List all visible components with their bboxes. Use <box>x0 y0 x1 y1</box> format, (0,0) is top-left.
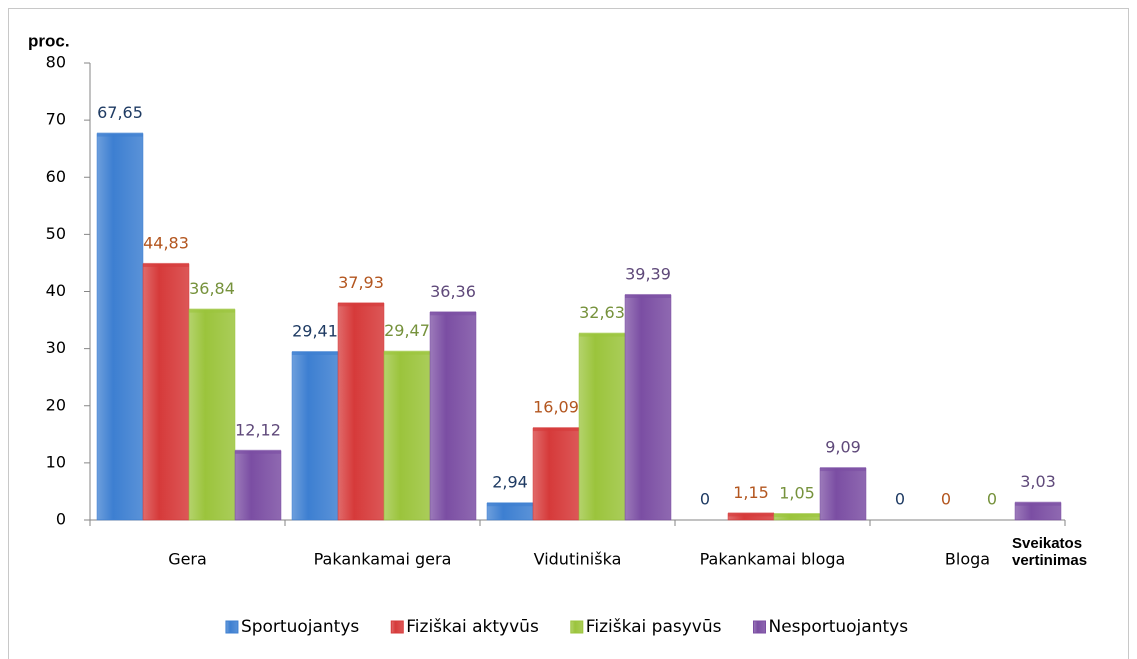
bar-top <box>625 293 671 298</box>
bar-top <box>533 427 579 432</box>
data-label: 2,94 <box>492 473 528 492</box>
bar <box>337 303 385 521</box>
bar-top <box>292 350 338 355</box>
data-label: 32,63 <box>579 303 625 322</box>
legend-swatch <box>752 620 766 634</box>
bar-top <box>430 311 476 316</box>
data-label: 44,83 <box>143 233 189 252</box>
bar <box>429 312 477 521</box>
bar <box>188 309 236 521</box>
x-tick-label: Pakankamai gera <box>314 550 452 569</box>
bar <box>532 427 580 521</box>
bar <box>383 351 431 521</box>
y-tick-label: 20 <box>46 395 66 414</box>
legend-swatch <box>225 620 239 634</box>
data-label: 36,36 <box>430 282 476 301</box>
y-axis-label: proc. <box>28 31 70 50</box>
chart-border <box>8 8 1129 659</box>
bar-top <box>384 350 430 355</box>
legend-label: Fiziškai pasyvūs <box>586 617 722 637</box>
data-label: 29,47 <box>384 321 430 340</box>
x-tick-label: Vidutiniška <box>534 550 622 569</box>
y-tick-label: 40 <box>46 281 66 300</box>
y-tick-label: 0 <box>56 510 66 529</box>
bar-top <box>97 132 143 137</box>
legend-swatch <box>390 620 404 634</box>
x-tick-label: Pakankamai bloga <box>700 550 846 569</box>
bar-top <box>1015 501 1061 506</box>
data-label: 0 <box>895 490 905 509</box>
y-tick-label: 30 <box>46 338 66 357</box>
y-tick-label: 70 <box>46 110 66 129</box>
data-label: 36,84 <box>189 279 235 298</box>
legend-label: Fiziškai aktyvūs <box>406 617 539 637</box>
data-label: 0 <box>700 490 710 509</box>
bar <box>819 467 867 521</box>
y-tick-label: 60 <box>46 167 66 186</box>
bar-top <box>728 512 774 517</box>
data-label: 0 <box>987 490 997 509</box>
x-tick-label: Bloga <box>945 550 990 569</box>
legend: Sportuojantys Fiziškai aktyvūs Fiziškai pa… <box>225 617 908 637</box>
bar <box>234 450 282 521</box>
bar <box>96 133 144 521</box>
bar <box>624 294 672 521</box>
bar-top <box>143 262 189 267</box>
data-label: 16,09 <box>533 398 579 417</box>
y-tick-label: 10 <box>46 452 66 471</box>
x-axis-label: Sveikatos vertinimas <box>1012 535 1088 569</box>
data-label: 39,39 <box>625 264 671 283</box>
bar-top <box>338 302 384 307</box>
data-label: 37,93 <box>338 273 384 292</box>
legend-label: Sportuojantys <box>241 617 359 637</box>
bar <box>578 333 626 521</box>
y-tick-label: 50 <box>46 224 66 243</box>
bar-top <box>579 332 625 337</box>
data-label: 3,03 <box>1020 472 1056 491</box>
data-label: 12,12 <box>235 420 281 439</box>
data-label: 1,05 <box>779 484 815 503</box>
bar-top <box>820 467 866 472</box>
data-label: 29,41 <box>292 321 338 340</box>
bar-top <box>487 502 533 507</box>
y-tick-label: 80 <box>46 53 66 72</box>
data-label: 1,15 <box>733 483 769 502</box>
bar <box>142 263 190 521</box>
data-label: 0 <box>941 490 951 509</box>
data-label: 9,09 <box>825 438 861 457</box>
legend-label: Nesportuojantys <box>768 617 908 637</box>
bar-top <box>189 308 235 313</box>
bar <box>291 351 339 521</box>
data-label: 67,65 <box>97 103 143 122</box>
legend-swatch <box>570 620 584 634</box>
bar-top <box>774 513 820 518</box>
x-tick-label: Gera <box>168 550 207 569</box>
bar-top <box>235 449 281 454</box>
